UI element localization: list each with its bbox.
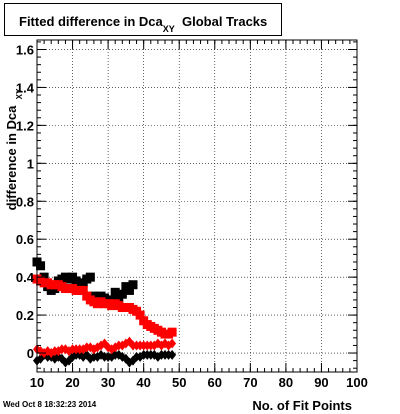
data-point (135, 310, 145, 320)
x-tick-label: 60 (208, 375, 222, 390)
y-tick-label: 1 (27, 156, 34, 171)
axis-ticks (36, 40, 358, 372)
series-1 (32, 274, 177, 339)
data-point (78, 285, 88, 295)
chart-title-subscript: XY (162, 24, 175, 34)
x-tick-label: 100 (346, 375, 368, 390)
y-tick-label: 1.2 (16, 118, 34, 133)
data-point (117, 289, 127, 299)
data-point (168, 349, 177, 360)
chart-title-main: Fitted difference in Dca (19, 14, 163, 29)
series-2 (33, 349, 177, 368)
x-tick-label: 10 (30, 375, 44, 390)
datestamp: Wed Oct 8 18:32:23 2014 (3, 400, 97, 409)
x-tick-label: 40 (136, 375, 150, 390)
data-point (85, 272, 95, 282)
x-tick-label: 30 (101, 375, 115, 390)
y-tick-label: 1.4 (16, 80, 35, 95)
y-axis-label: difference in Dca (4, 105, 19, 211)
y-tick-label: 0 (27, 346, 34, 361)
x-tick-label: 70 (243, 375, 257, 390)
data-point (36, 261, 46, 271)
plot-frame (36, 39, 358, 373)
chart-title: Fitted difference in DcaXY Global Tracks (19, 14, 268, 34)
data-point (168, 338, 177, 349)
x-tick-label: 50 (172, 375, 186, 390)
grid (37, 40, 357, 372)
x-tick-label: 90 (314, 375, 328, 390)
chart-title-spacer (175, 14, 182, 29)
y-tick-label: 0.2 (16, 308, 34, 323)
y-tick-label: 0.8 (16, 194, 34, 209)
data-point (167, 327, 177, 337)
y-axis-label-subscript: XY (15, 88, 24, 99)
y-axis-label-group: difference in Dca XY (4, 88, 24, 210)
series-3 (33, 336, 177, 359)
chart-title-rest: Global Tracks (182, 14, 268, 29)
x-tick-label: 20 (65, 375, 79, 390)
data-point (71, 276, 81, 286)
data-point (110, 287, 120, 297)
x-tick-label: 80 (279, 375, 293, 390)
data-point (128, 280, 138, 290)
title-box: Fitted difference in DcaXY Global Tracks (4, 3, 282, 36)
x-axis-label: No. of Fit Points (252, 398, 352, 413)
y-tick-label: 1.6 (16, 42, 34, 57)
series-layer (32, 257, 177, 368)
tick-labels: 10 20 30 40 50 60 70 80 90 100 0 0.2 0.4 0.6 0.8 1 1.2 1.… (16, 42, 368, 390)
y-tick-label: 0.6 (16, 232, 34, 247)
y-tick-label: 0.4 (16, 270, 35, 285)
data-point (124, 285, 134, 295)
